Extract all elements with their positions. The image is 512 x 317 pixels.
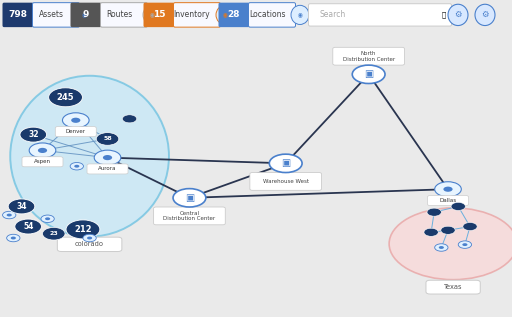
FancyBboxPatch shape [100, 3, 147, 27]
Circle shape [8, 199, 35, 214]
Text: 212: 212 [74, 225, 92, 234]
Circle shape [291, 5, 309, 24]
Circle shape [7, 234, 20, 242]
Circle shape [435, 244, 448, 251]
Text: Warehouse West: Warehouse West [263, 179, 309, 184]
FancyBboxPatch shape [71, 3, 101, 27]
Text: 32: 32 [28, 130, 38, 139]
Text: ▣: ▣ [185, 193, 194, 203]
Circle shape [83, 234, 96, 242]
FancyBboxPatch shape [32, 3, 79, 27]
Text: ⚙: ⚙ [454, 10, 462, 19]
Circle shape [75, 5, 93, 24]
Circle shape [3, 211, 16, 219]
Circle shape [389, 208, 512, 280]
Circle shape [7, 214, 12, 217]
Circle shape [462, 243, 467, 246]
Text: Aurora: Aurora [98, 166, 117, 171]
Circle shape [42, 227, 65, 240]
Circle shape [49, 88, 82, 107]
Circle shape [424, 228, 438, 236]
Circle shape [427, 208, 441, 216]
Text: Texas: Texas [444, 284, 462, 290]
Text: Assets: Assets [38, 10, 63, 19]
Text: 15: 15 [153, 10, 165, 19]
Circle shape [103, 155, 112, 160]
Text: 28: 28 [228, 10, 240, 19]
Text: ▣: ▣ [281, 158, 290, 168]
FancyBboxPatch shape [428, 196, 468, 205]
Text: North
Distribution Center: North Distribution Center [343, 51, 395, 61]
FancyBboxPatch shape [154, 207, 225, 225]
Text: 58: 58 [103, 136, 112, 141]
Circle shape [62, 113, 89, 128]
Text: 245: 245 [57, 93, 74, 102]
Text: Inventory: Inventory [174, 10, 210, 19]
Text: Denver: Denver [66, 129, 86, 134]
Circle shape [96, 133, 119, 145]
FancyBboxPatch shape [250, 172, 322, 190]
FancyBboxPatch shape [57, 237, 122, 251]
Circle shape [439, 246, 444, 249]
Text: Central
Distribution Center: Central Distribution Center [163, 210, 216, 221]
Text: Search: Search [320, 10, 346, 19]
Circle shape [448, 4, 468, 26]
Text: 54: 54 [23, 222, 33, 231]
FancyBboxPatch shape [426, 280, 480, 294]
Text: 798: 798 [9, 10, 28, 19]
Circle shape [443, 187, 453, 192]
Circle shape [45, 217, 50, 220]
Circle shape [435, 182, 461, 197]
Circle shape [463, 223, 477, 230]
Circle shape [94, 150, 121, 165]
FancyBboxPatch shape [248, 3, 295, 27]
Text: ◉: ◉ [81, 12, 87, 17]
Circle shape [11, 236, 16, 239]
Circle shape [66, 220, 100, 239]
Circle shape [173, 189, 206, 207]
FancyBboxPatch shape [219, 3, 249, 27]
Text: Routes: Routes [106, 10, 132, 19]
Circle shape [15, 219, 41, 234]
Circle shape [29, 143, 56, 158]
Text: ◉: ◉ [150, 12, 155, 17]
Ellipse shape [10, 76, 169, 236]
Circle shape [122, 115, 137, 123]
Circle shape [352, 65, 385, 83]
Circle shape [451, 203, 465, 210]
Text: Aspen: Aspen [34, 159, 51, 164]
Circle shape [87, 236, 92, 239]
Text: ◉: ◉ [223, 12, 227, 17]
Circle shape [458, 241, 472, 248]
FancyBboxPatch shape [87, 164, 128, 174]
Circle shape [20, 127, 47, 142]
Text: 34: 34 [16, 202, 27, 211]
Circle shape [70, 163, 83, 170]
Circle shape [143, 5, 161, 24]
FancyBboxPatch shape [143, 3, 175, 27]
Circle shape [216, 5, 234, 24]
Circle shape [41, 215, 54, 223]
Circle shape [269, 154, 302, 172]
FancyBboxPatch shape [174, 3, 221, 27]
Text: 23: 23 [49, 231, 58, 236]
FancyBboxPatch shape [309, 4, 452, 26]
Text: colorado: colorado [75, 241, 104, 247]
Text: ◉: ◉ [297, 12, 303, 17]
Text: Locations: Locations [249, 10, 285, 19]
FancyBboxPatch shape [22, 157, 63, 167]
Text: ▣: ▣ [364, 69, 373, 79]
Text: 9: 9 [83, 10, 89, 19]
FancyBboxPatch shape [333, 47, 404, 65]
FancyBboxPatch shape [55, 126, 96, 137]
Text: Dallas: Dallas [439, 198, 457, 203]
Circle shape [74, 165, 79, 168]
Text: ⚙: ⚙ [481, 10, 489, 19]
Circle shape [71, 118, 80, 123]
Circle shape [38, 148, 47, 153]
FancyBboxPatch shape [3, 3, 33, 27]
Text: 🔍: 🔍 [442, 12, 446, 18]
Circle shape [441, 226, 455, 234]
Circle shape [475, 4, 495, 26]
